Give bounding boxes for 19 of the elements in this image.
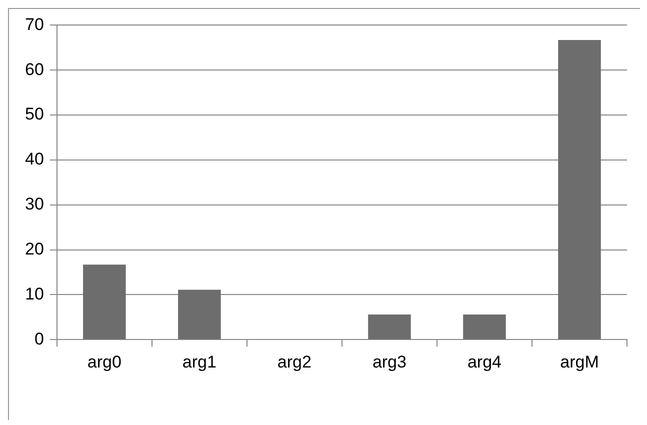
y-tick-label: 50: [24, 104, 44, 124]
x-tick-label: arg0: [87, 352, 122, 372]
bar: [463, 314, 506, 340]
x-tick-label: argM: [560, 352, 599, 372]
y-tick-label: 0: [34, 329, 44, 348]
bar: [178, 290, 221, 340]
y-tick-label: 70: [24, 14, 44, 34]
bar: [558, 40, 601, 340]
x-tick-label: arg4: [467, 352, 502, 372]
bar: [83, 264, 126, 340]
y-tick-label: 30: [24, 194, 44, 214]
bar: [368, 314, 411, 340]
x-tick-label: arg3: [372, 352, 406, 372]
x-tick-label: arg2: [277, 352, 312, 372]
y-tick-label: 10: [24, 284, 44, 304]
y-tick-label: 60: [24, 60, 44, 79]
y-tick-label: 40: [24, 150, 44, 169]
y-tick-label: 20: [24, 239, 44, 258]
x-tick-label: arg1: [182, 352, 216, 372]
